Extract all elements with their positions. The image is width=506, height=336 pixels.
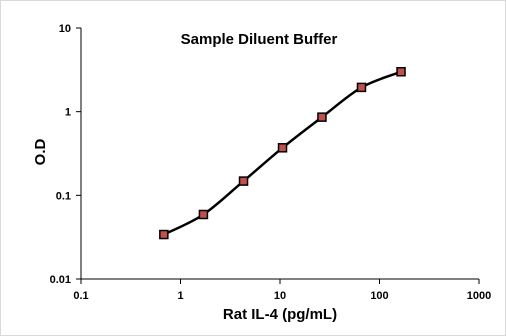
axes	[80, 28, 479, 280]
data-point-marker	[238, 176, 249, 186]
series-group	[159, 66, 406, 240]
data-point-marker	[356, 82, 367, 93]
x-ticks: 0.1 1 10 100 1000	[73, 279, 491, 302]
y-tick-label: 0.01	[50, 274, 71, 286]
y-ticks: 0.01 0.1 1 10	[50, 23, 81, 286]
x-tick-label: 10	[274, 290, 286, 302]
data-point-marker	[317, 112, 327, 122]
x-tick-label: 1000	[467, 290, 491, 302]
data-point-marker	[198, 209, 209, 220]
data-point-marker	[159, 229, 169, 240]
x-tick-label: 0.1	[73, 290, 88, 302]
y-tick-label: 1	[65, 107, 71, 119]
chart-title: Sample Diluent Buffer	[181, 31, 338, 48]
y-tick-label: 0.1	[56, 190, 71, 202]
data-point-marker	[277, 143, 288, 153]
y-tick-label: 10	[59, 23, 71, 35]
x-axis-title: Rat IL-4 (pg/mL)	[223, 306, 337, 323]
y-axis-title: O.D	[32, 139, 49, 166]
x-tick-label: 100	[370, 290, 388, 302]
x-tick-label: 1	[177, 290, 183, 302]
data-point-marker	[396, 66, 406, 77]
